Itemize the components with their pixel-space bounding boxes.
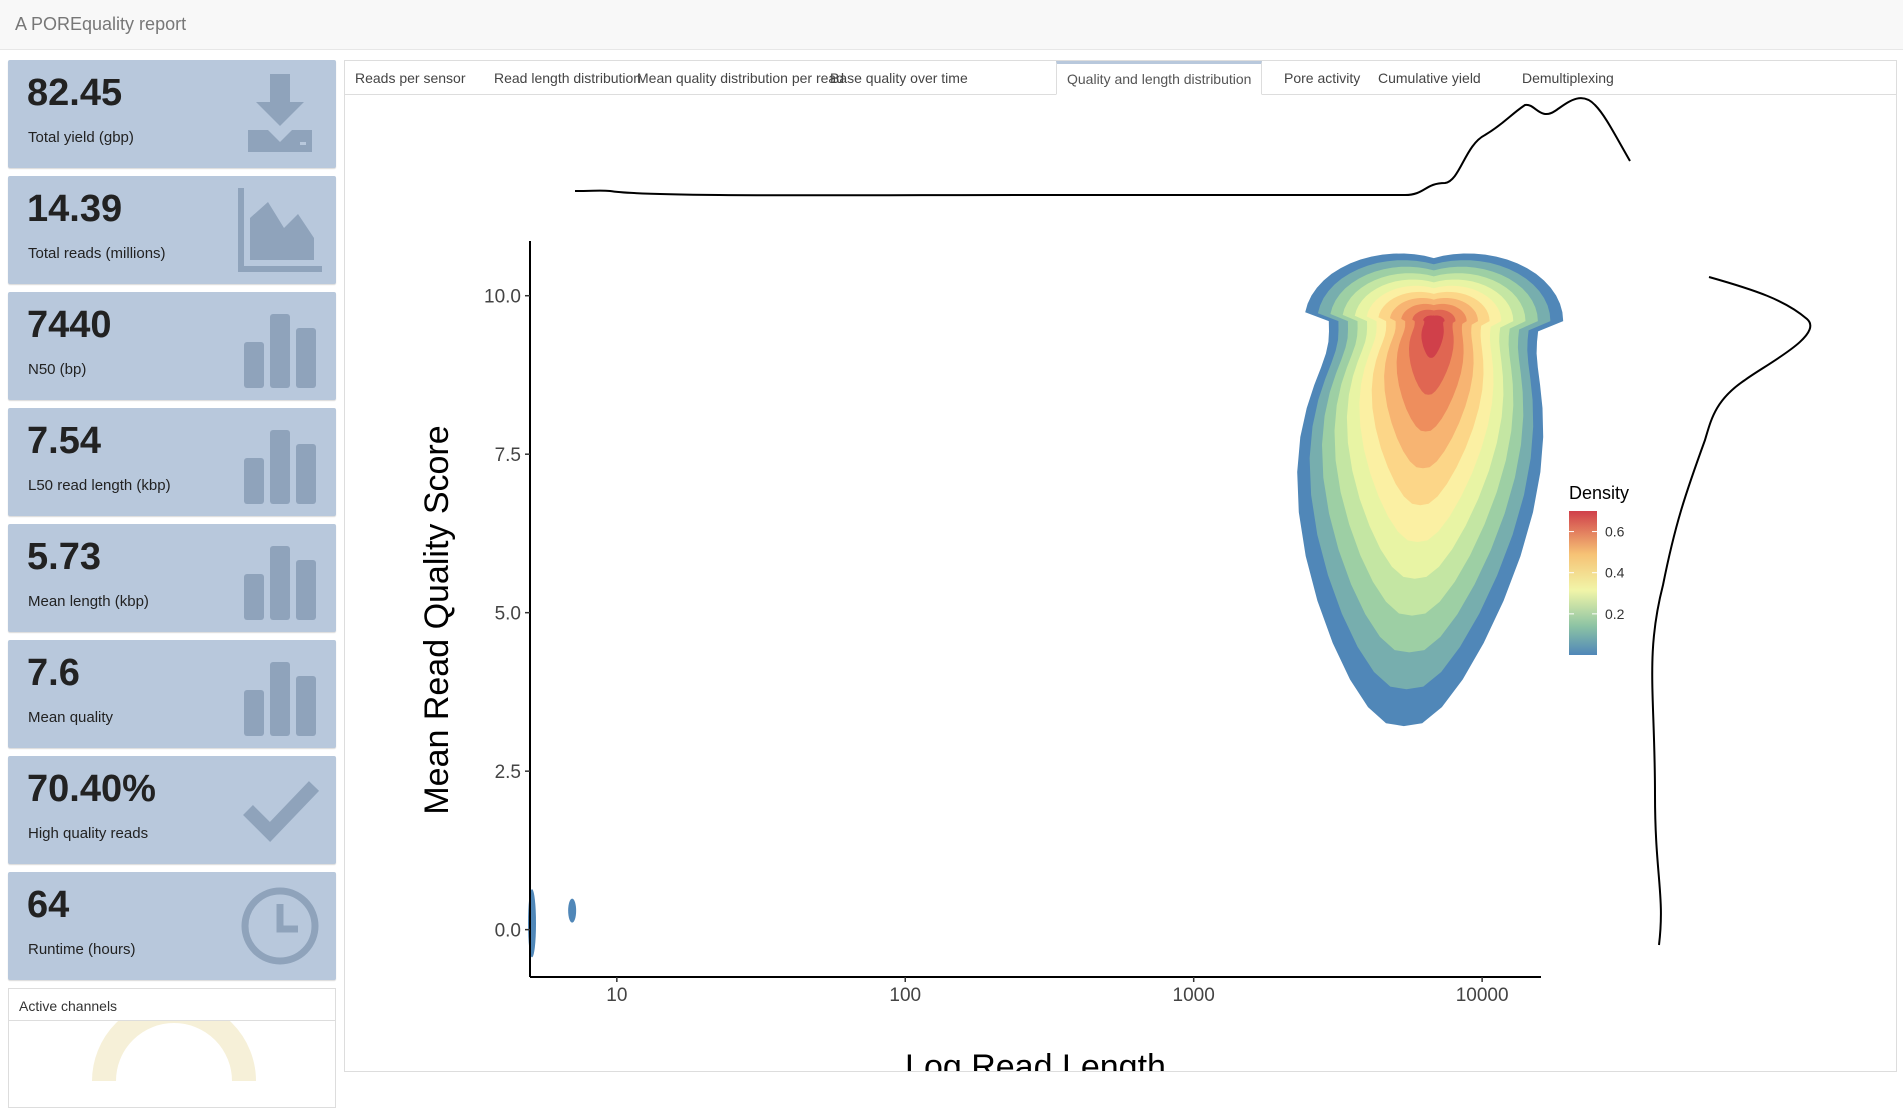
y-tick-label: 0.0 bbox=[495, 921, 521, 942]
bar-chart-icon bbox=[238, 420, 322, 504]
density-plot: 10 100 1000 10000 0.0 2.5 5.0 7.5 10.0 Log Read L… bbox=[418, 97, 1812, 1071]
value-box-sidebar: 82.45 Total yield (gbp) 14.39 Total read… bbox=[8, 60, 336, 988]
value-box-value: 14.39 bbox=[27, 188, 123, 230]
check-icon bbox=[238, 768, 322, 852]
value-box-label: Total reads (millions) bbox=[28, 245, 166, 262]
tab-bar: Reads per sensor Read length distributio… bbox=[345, 61, 1896, 95]
bar-chart-icon bbox=[238, 652, 322, 736]
legend-tick-label: 0.2 bbox=[1605, 606, 1625, 622]
y-tick-label: 7.5 bbox=[495, 445, 521, 466]
tab-read-length-distribution[interactable]: Read length distribution bbox=[494, 70, 642, 86]
value-box-value: 7.6 bbox=[27, 652, 80, 694]
y-tick-label: 10.0 bbox=[484, 287, 521, 308]
marginal-density-curves bbox=[574, 97, 1812, 946]
x-axis-title: Log Read Length bbox=[905, 1048, 1166, 1071]
value-box-value: 70.40% bbox=[27, 768, 156, 810]
marginal-density-y bbox=[1651, 276, 1812, 946]
density-contour-level bbox=[1421, 315, 1445, 358]
value-box-label: High quality reads bbox=[28, 825, 149, 842]
tab-reads-per-sensor[interactable]: Reads per sensor bbox=[355, 70, 466, 86]
marginal-density-x bbox=[574, 97, 1631, 197]
value-box-total-reads: 14.39 Total reads (millions) bbox=[8, 176, 336, 284]
value-box-mean-length: 5.73 Mean length (kbp) bbox=[8, 524, 336, 632]
tab-quality-and-length[interactable]: Quality and length distribution bbox=[1056, 61, 1263, 95]
active-channels-title: Active channels bbox=[9, 989, 335, 1021]
active-channels-gauge bbox=[92, 999, 256, 1082]
tab-cumulative-yield[interactable]: Cumulative yield bbox=[1378, 70, 1481, 86]
value-box-label: N50 (bp) bbox=[28, 361, 87, 378]
area-chart-icon bbox=[238, 188, 322, 272]
density-contours bbox=[528, 253, 1564, 958]
y-tick-label: 5.0 bbox=[495, 604, 521, 625]
density-peak bbox=[1428, 315, 1439, 328]
tab-base-quality-over-time[interactable]: Base quality over time bbox=[830, 70, 968, 86]
value-box-value: 7440 bbox=[27, 304, 112, 346]
value-box-runtime: 64 Runtime (hours) bbox=[8, 872, 336, 980]
legend-tick-label: 0.4 bbox=[1605, 565, 1625, 581]
legend-colorbar bbox=[1569, 511, 1597, 655]
tab-pore-activity[interactable]: Pore activity bbox=[1284, 70, 1361, 86]
value-box-label: Mean quality bbox=[28, 709, 114, 726]
value-box-label: Mean length (kbp) bbox=[28, 593, 149, 610]
value-box-value: 82.45 bbox=[27, 72, 123, 114]
plot-axes: 10 100 1000 10000 0.0 2.5 5.0 7.5 10.0 Log Read L… bbox=[418, 241, 1541, 1071]
value-box-value: 7.54 bbox=[27, 420, 101, 462]
value-box-label: L50 read length (kbp) bbox=[28, 477, 171, 494]
tab-demultiplexing[interactable]: Demultiplexing bbox=[1522, 70, 1614, 86]
clock-icon bbox=[238, 884, 322, 968]
y-axis-title: Mean Read Quality Score bbox=[418, 425, 456, 814]
value-box-l50: 7.54 L50 read length (kbp) bbox=[8, 408, 336, 516]
app-title[interactable]: A POREquality report bbox=[15, 14, 187, 34]
legend-tick-label: 0.6 bbox=[1605, 524, 1625, 540]
tab-mean-quality-distribution[interactable]: Mean quality distribution per read bbox=[637, 70, 845, 86]
x-tick-label: 1000 bbox=[1173, 985, 1215, 1006]
y-tick-label: 2.5 bbox=[495, 762, 521, 783]
tab-panel: Reads per sensor Read length distributio… bbox=[344, 60, 1897, 1072]
x-tick-label: 10000 bbox=[1456, 985, 1509, 1006]
value-box-value: 5.73 bbox=[27, 536, 101, 578]
active-channels-box: Active channels bbox=[8, 988, 336, 1108]
bar-chart-icon bbox=[238, 536, 322, 620]
bar-chart-icon bbox=[238, 304, 322, 388]
legend-title: Density bbox=[1569, 483, 1629, 503]
value-box-high-quality-reads: 70.40% High quality reads bbox=[8, 756, 336, 864]
density-minor-blob bbox=[568, 898, 577, 923]
download-icon bbox=[238, 72, 322, 156]
value-box-total-yield: 82.45 Total yield (gbp) bbox=[8, 60, 336, 168]
value-box-mean-quality: 7.6 Mean quality bbox=[8, 640, 336, 748]
x-tick-label: 100 bbox=[889, 985, 921, 1006]
navbar: A POREquality report bbox=[0, 0, 1903, 50]
value-box-n50: 7440 N50 (bp) bbox=[8, 292, 336, 400]
value-box-label: Runtime (hours) bbox=[28, 941, 136, 958]
value-box-value: 64 bbox=[27, 884, 70, 926]
value-box-label: Total yield (gbp) bbox=[28, 129, 134, 146]
density-legend: Density 0.2 0.4 0.6 bbox=[1569, 483, 1629, 655]
x-tick-label: 10 bbox=[606, 985, 627, 1006]
